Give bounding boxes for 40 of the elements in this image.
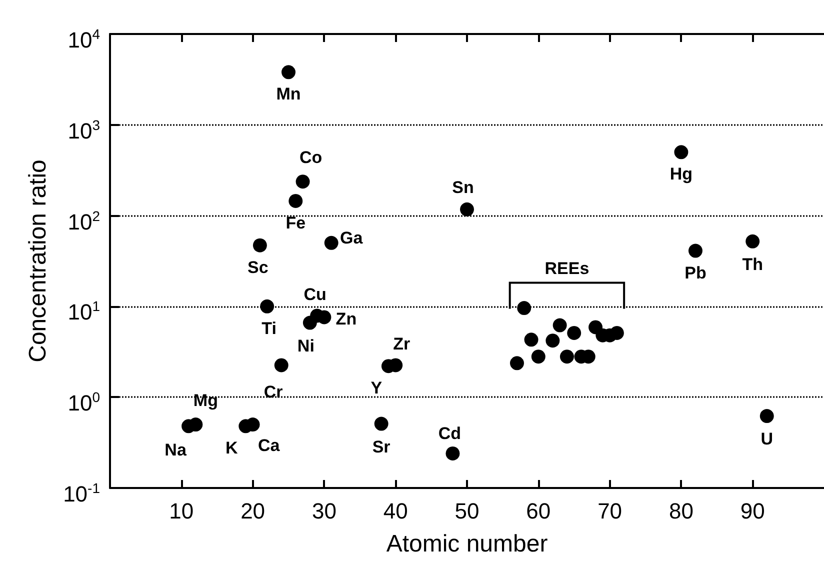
y-axis-title: Concentration ratio bbox=[24, 160, 52, 362]
annotation: Zr bbox=[393, 334, 410, 354]
annotation: Sc bbox=[248, 258, 268, 277]
annotation: Pb bbox=[684, 263, 706, 282]
y-tick-label: 10$^{-1}$ bbox=[63, 479, 100, 508]
x-tick-label: 80 bbox=[668, 498, 694, 524]
annotation: U bbox=[760, 430, 774, 449]
annotation: Fe bbox=[286, 213, 306, 232]
annotation: Ga bbox=[340, 228, 364, 248]
annotation: K bbox=[226, 438, 239, 458]
annotation: Mg bbox=[193, 391, 218, 410]
y-tick-label: 10$^{4}$ bbox=[68, 25, 100, 54]
annotation: Hg bbox=[670, 164, 693, 184]
x-tick-label: 30 bbox=[312, 498, 336, 524]
annotation: Na bbox=[164, 440, 187, 460]
y-tick-label: 10$^{1}$ bbox=[68, 297, 100, 327]
annotation: Th bbox=[742, 254, 763, 274]
x-tick-label: 10 bbox=[169, 498, 194, 524]
x-tick-label: 20 bbox=[240, 498, 266, 524]
x-tick-label: 90 bbox=[740, 498, 765, 524]
x-tick-label: 70 bbox=[598, 498, 622, 524]
annotation: Sn bbox=[452, 178, 474, 197]
annotation: REEs bbox=[544, 259, 590, 278]
x-tick-label: 60 bbox=[526, 498, 551, 524]
annotation: Zn bbox=[336, 310, 357, 329]
annotation: Cd bbox=[438, 424, 462, 443]
annotation: Ca bbox=[258, 436, 280, 456]
x-tick-label: 50 bbox=[454, 498, 480, 524]
x-axis-title: Atomic number bbox=[386, 530, 548, 558]
annotation: Ni bbox=[297, 336, 314, 356]
x-tick-label: 40 bbox=[383, 498, 408, 524]
annotation: Mn bbox=[276, 84, 301, 104]
y-tick-label: 10$^{0}$ bbox=[68, 388, 100, 418]
annotation: Ti bbox=[262, 318, 276, 338]
annotation: Cu bbox=[304, 285, 326, 304]
annotation: Co bbox=[299, 148, 322, 168]
y-tick-label: 10$^{2}$ bbox=[68, 206, 100, 236]
annotation: Sr bbox=[372, 437, 391, 456]
annotation: Y bbox=[370, 378, 383, 398]
y-tick-label: 10$^{3}$ bbox=[68, 116, 100, 146]
